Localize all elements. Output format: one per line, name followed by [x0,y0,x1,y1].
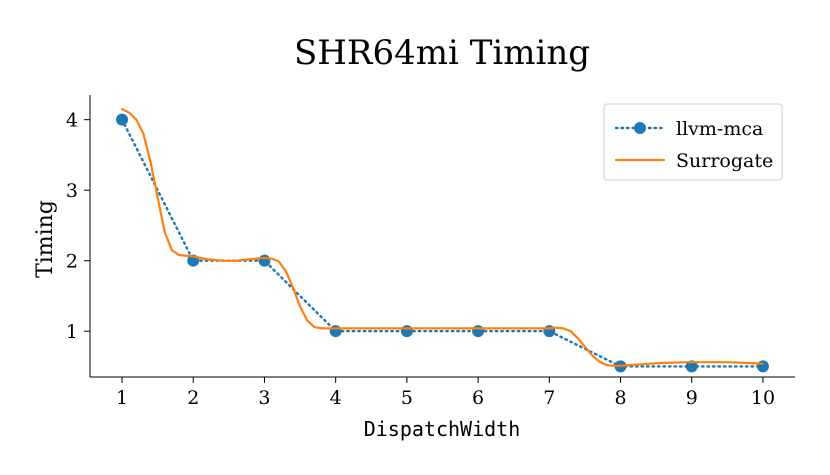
axes: 1 2 3 4 5 6 7 8 9 10 1 2 3 4 [66,95,795,409]
data-point-marker [472,325,485,338]
x-tick-label: 10 [751,387,775,409]
x-tick-label: 8 [614,387,626,409]
data-point-marker [685,360,698,373]
y-axis-label: Timing [33,200,58,278]
y-tick-label: 3 [66,180,78,202]
x-tick-label: 4 [330,387,342,409]
data-point-marker [329,325,342,338]
x-tick-label: 5 [401,387,413,409]
y-tick-label: 4 [66,110,78,132]
data-point-marker [756,360,769,373]
x-tick-label: 9 [686,387,698,409]
x-tick-label: 7 [543,387,555,409]
x-axis-label: DispatchWidth [364,417,521,441]
data-point-marker [116,113,129,126]
data-point-marker [258,254,271,267]
x-tick-label: 3 [258,387,270,409]
series-line-surrogate [120,107,765,367]
legend-marker [634,122,646,134]
x-tick-label: 2 [187,387,199,409]
legend-item: llvm-mca [614,118,763,140]
legend-label: Surrogate [676,150,773,172]
chart-title: SHR64mi Timing [294,33,590,73]
y-tick-label: 1 [66,321,78,343]
data-point-marker [400,325,413,338]
y-tick-label: 2 [66,251,78,273]
plot-area [116,107,769,373]
legend-label: llvm-mca [676,118,763,140]
x-tick-label: 6 [472,387,484,409]
legend: llvm-mca Surrogate [603,103,783,181]
x-tick-label: 1 [116,387,128,409]
legend-item: Surrogate [614,150,773,172]
